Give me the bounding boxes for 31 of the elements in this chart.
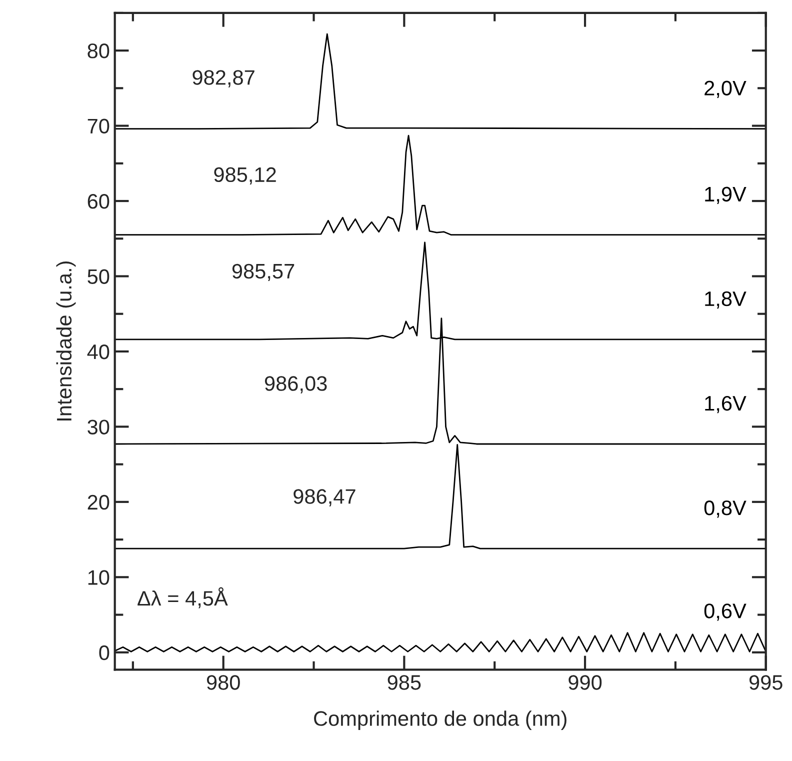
y-tick-label: 0 [99, 645, 110, 660]
annotation: 985,12 [214, 167, 276, 185]
line-series [114, 134, 766, 236]
annotation: 982,87 [192, 70, 254, 88]
line-series [114, 632, 766, 652]
y-tick-label: 70 [88, 118, 110, 134]
series-label: 2,0V [704, 80, 746, 98]
y-tick-label: 20 [88, 494, 110, 510]
annotation: Δλ = 4,5Å [138, 587, 228, 608]
series-label: 0,6V [704, 604, 746, 621]
x-tick-label: 995 [749, 675, 782, 690]
series-label: 1,9V [705, 186, 746, 204]
series-label: 0,8V [704, 500, 746, 518]
annotation: 985,57 [232, 264, 294, 282]
y-tick-label: 60 [88, 194, 110, 209]
x-axis-title: Comprimento de onda (nm) [314, 710, 566, 730]
annotation: 986,47 [294, 489, 356, 506]
y-tick-label: 10 [88, 570, 110, 585]
y-tick-label: 40 [87, 344, 110, 360]
x-tick-label: 990 [568, 675, 602, 690]
x-tick-label: 980 [206, 675, 240, 690]
x-tick-label: 985 [388, 675, 421, 690]
y-axis-title: Intensidade (u.a.) [56, 262, 76, 420]
series-label: 1,8V [705, 291, 746, 309]
series-label: 1,6V [705, 396, 746, 414]
y-tick-label: 30 [88, 420, 110, 434]
line-series [114, 444, 766, 550]
y-tick-label: 80 [88, 44, 110, 58]
line-series [114, 33, 766, 130]
y-tick-label: 50 [88, 269, 110, 284]
annotation: 986,03 [264, 376, 327, 394]
